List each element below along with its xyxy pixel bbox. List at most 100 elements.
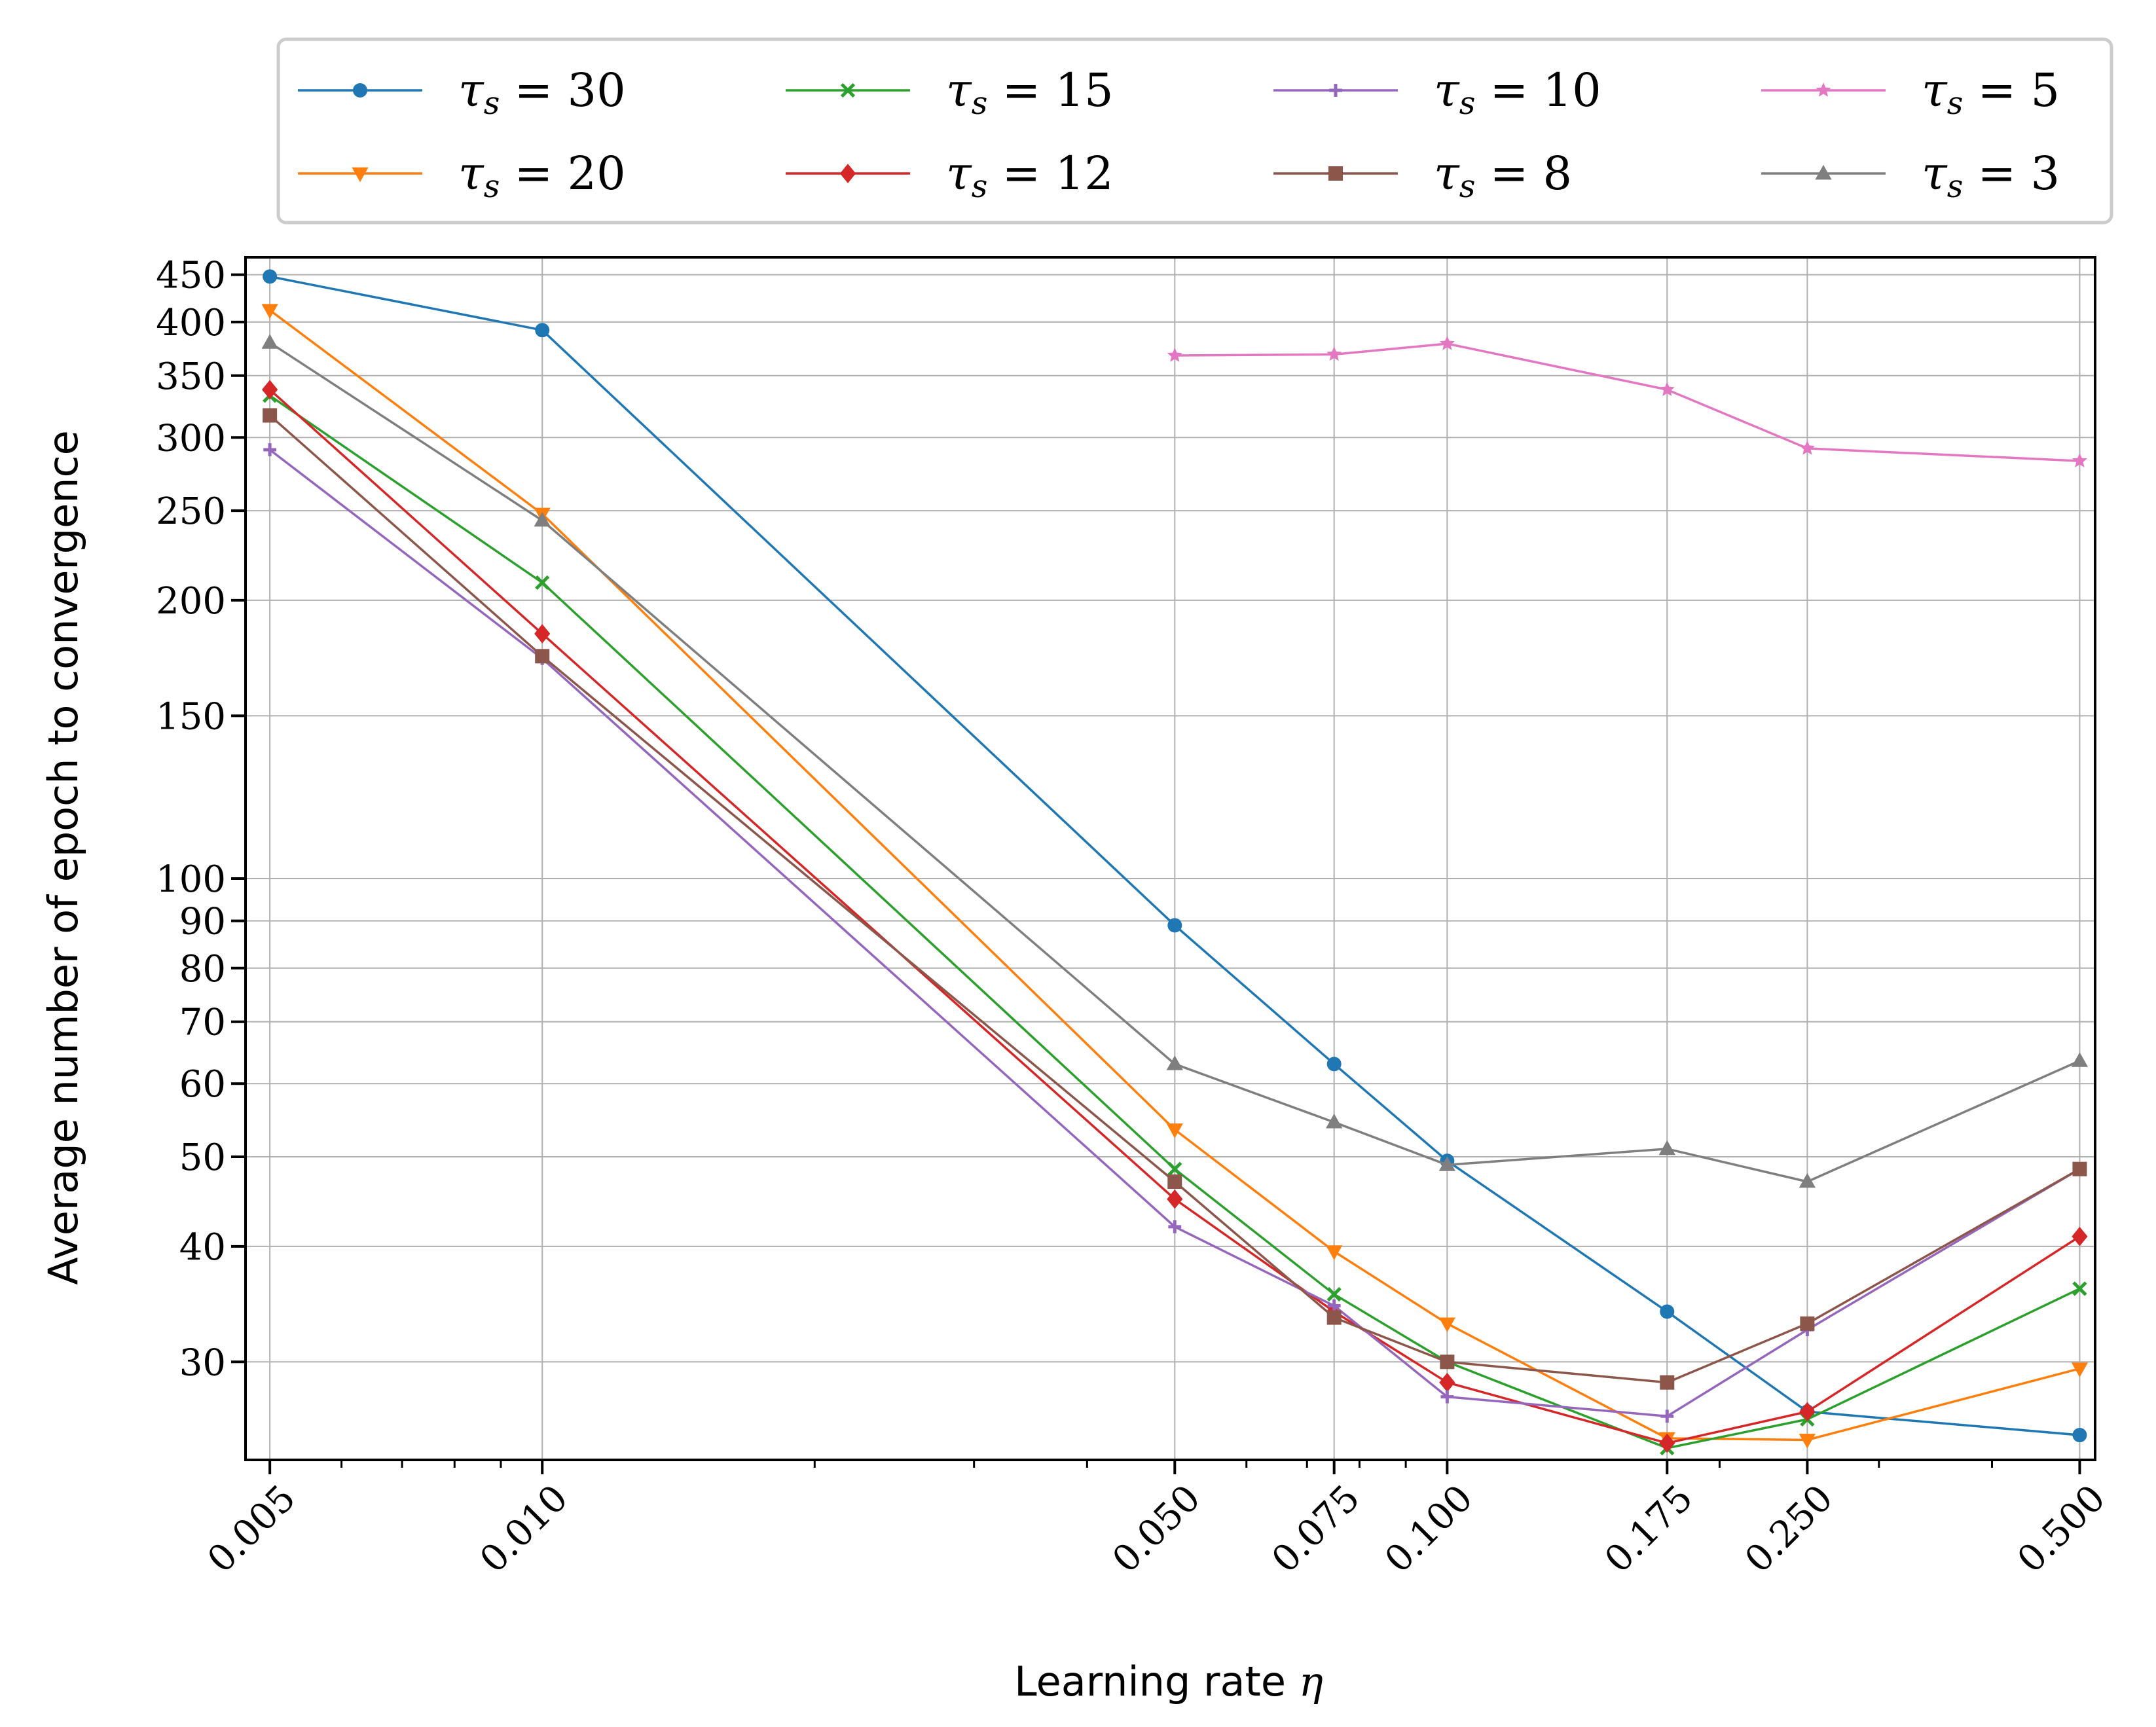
- data-point: [1800, 1316, 1815, 1331]
- data-point: [262, 380, 278, 400]
- data-point: [2072, 1281, 2087, 1296]
- y-tick-label: 450: [156, 255, 226, 297]
- legend-symbol: τ: [458, 147, 484, 200]
- legend-value: = 12: [987, 147, 1113, 200]
- data-point: [534, 511, 551, 527]
- legend-symbol: τ: [1922, 64, 1948, 117]
- legend-subscript: s: [1947, 168, 1964, 205]
- legend-item-10: τs = 10: [1273, 64, 1601, 122]
- legend-subscript: s: [972, 168, 988, 205]
- data-point: [1659, 1433, 1675, 1453]
- data-point: [1799, 1173, 1816, 1188]
- y-tick-label: 40: [179, 1226, 226, 1269]
- data-point: [1326, 1310, 1342, 1325]
- data-point: [1326, 1245, 1343, 1260]
- data-point: [535, 575, 550, 591]
- legend-marker: [840, 82, 856, 98]
- data-point: [1439, 335, 1455, 350]
- series-line: [269, 309, 2080, 1442]
- legend-subscript: s: [1459, 85, 1476, 122]
- series-20: [261, 304, 2089, 1449]
- data-point: [1326, 1286, 1342, 1302]
- y-tick-label: 50: [179, 1136, 226, 1179]
- x-axis-title-symbol: η: [1299, 1658, 1323, 1705]
- legend-symbol: τ: [1434, 64, 1460, 117]
- grid: [246, 257, 2095, 1460]
- legend-item-8: τs = 8: [1273, 147, 1572, 205]
- data-point: [2072, 1226, 2088, 1246]
- legend-label: τs = 20: [458, 147, 626, 205]
- series-line: [268, 388, 2081, 1445]
- legend-symbol: τ: [458, 64, 484, 117]
- data-point: [263, 408, 278, 423]
- y-tick-label: 400: [156, 302, 226, 344]
- legend-item-30: τs = 30: [298, 64, 626, 122]
- legend-symbol: τ: [1434, 147, 1460, 200]
- data-point: [1660, 1304, 1675, 1319]
- legend-marker: [1815, 164, 1832, 180]
- data-point: [1167, 1189, 1183, 1209]
- series-line: [269, 394, 2081, 1449]
- y-tick-label: 350: [156, 355, 226, 398]
- legend-label: τs = 5: [1922, 64, 2060, 122]
- plot-area-frame: [244, 256, 2096, 1461]
- series-3: [261, 334, 2089, 1188]
- data-point: [1439, 1372, 1455, 1392]
- legend-value: = 3: [1963, 147, 2060, 200]
- y-tick-label: 200: [156, 580, 226, 623]
- data-point: [1659, 382, 1675, 396]
- legend-label: τs = 15: [946, 64, 1114, 122]
- legend-label: τs = 30: [458, 64, 626, 122]
- y-tick-label: 60: [179, 1063, 226, 1106]
- legend-label: τs = 8: [1434, 147, 1572, 205]
- data-point: [1440, 1390, 1454, 1404]
- legend-value: = 8: [1475, 147, 1572, 200]
- data-point: [1799, 440, 1815, 455]
- legend-subscript: s: [1459, 168, 1476, 205]
- legend-value: = 10: [1475, 64, 1601, 117]
- data-point: [1660, 1375, 1675, 1390]
- y-tick-label: 150: [156, 695, 226, 738]
- data-point: [534, 624, 551, 644]
- series-5: [1167, 335, 2087, 467]
- legend-frame: [276, 37, 2113, 225]
- data-point: [1438, 1156, 1456, 1171]
- data-point: [2071, 1362, 2089, 1377]
- data-point: [535, 649, 550, 664]
- y-tick-label: 30: [179, 1341, 226, 1384]
- data-point: [1660, 1409, 1674, 1423]
- data-point: [1799, 1402, 1816, 1422]
- legend-subscript: s: [1947, 85, 1964, 122]
- legend-marker: [839, 164, 856, 183]
- legend-value: = 15: [987, 64, 1113, 117]
- data-point: [1168, 1220, 1182, 1233]
- legend-marker: [352, 167, 369, 183]
- series-line: [269, 341, 2081, 1183]
- data-point: [261, 334, 278, 349]
- data-point: [1438, 1317, 1456, 1333]
- legend-item-15: τs = 15: [786, 64, 1114, 122]
- legend-label: τs = 12: [946, 147, 1114, 205]
- legend-label: τs = 3: [1922, 147, 2060, 205]
- series-layer: [261, 269, 2089, 1456]
- data-point-stroke: [1326, 1286, 1342, 1302]
- data-point: [1799, 1434, 1816, 1449]
- legend-value: = 20: [500, 147, 625, 200]
- y-tick-label: 300: [156, 417, 226, 460]
- data-point: [263, 269, 278, 284]
- legend-marker: [1816, 82, 1831, 97]
- data-point: [2072, 1428, 2087, 1443]
- series-line: [1175, 342, 2080, 462]
- y-axis-title: Average number of epoch to convergence: [39, 430, 87, 1285]
- data-point-stroke: [535, 575, 550, 591]
- y-tick-label: 70: [179, 1002, 226, 1044]
- data-point-stroke: [1167, 1161, 1182, 1176]
- legend-item-20: τs = 20: [298, 147, 626, 205]
- legend-label: τs = 10: [1434, 64, 1601, 122]
- legend-value: = 30: [500, 64, 625, 117]
- legend-item-12: τs = 12: [786, 147, 1114, 205]
- legend-symbol: τ: [946, 64, 972, 117]
